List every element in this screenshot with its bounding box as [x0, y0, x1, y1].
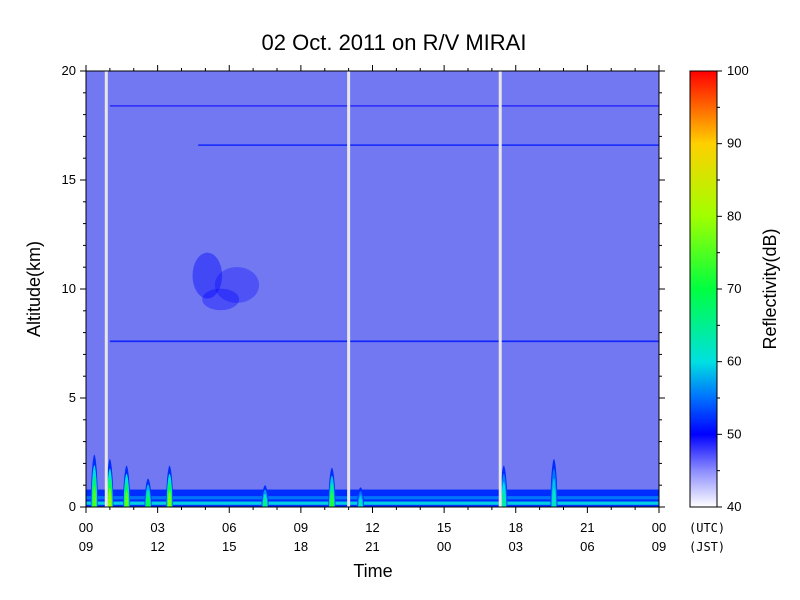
colorbar-tick-label: 80	[727, 208, 741, 223]
upper-cloud-echo	[202, 288, 240, 311]
colorbar-tick-label: 50	[727, 426, 741, 441]
precipitation-echo	[124, 490, 129, 507]
colorbar-ticks: 40 50 60 70 80 90 100	[717, 63, 749, 514]
x-tick-label-jst: 21	[365, 539, 379, 554]
x-tick-label-utc: 09	[294, 520, 308, 535]
x-tick-label-utc: 21	[580, 520, 594, 535]
x-tick-label-jst: 18	[294, 539, 308, 554]
y-tick-label: 10	[62, 281, 76, 296]
x-tick-label-jst: 09	[79, 539, 93, 554]
chart-title: 02 Oct. 2011 on R/V MIRAI	[262, 30, 527, 55]
x-axis: 00 09 03 12 06 15 09 18 12 21 15 00 18 03 21 06 00 09	[79, 65, 666, 554]
x-tick-label-utc: 15	[437, 520, 451, 535]
precipitation-echo	[263, 498, 267, 507]
jst-units-label: (JST)	[689, 540, 725, 554]
x-tick-label-jst: 09	[652, 539, 666, 554]
colorbar-label: Reflectivity(dB)	[760, 228, 780, 349]
x-tick-label-jst: 00	[437, 539, 451, 554]
y-axis: 0 5 10 15 20	[62, 63, 665, 514]
colorbar-gradient	[689, 70, 718, 508]
y-tick-label: 5	[69, 390, 76, 405]
data-gaps	[104, 71, 502, 507]
upper-cloud-echo	[192, 252, 223, 299]
y-tick-label: 20	[62, 63, 76, 78]
y-axis-label: Altitude(km)	[24, 241, 44, 337]
precipitation-echo	[146, 495, 150, 507]
background-echo	[86, 71, 659, 507]
x-tick-label-utc: 06	[222, 520, 236, 535]
x-tick-label-utc: 18	[509, 520, 523, 535]
x-axis-label: Time	[353, 561, 392, 581]
precipitation-echo	[552, 487, 556, 507]
colorbar-tick-label: 60	[727, 354, 741, 369]
y-tick-label: 15	[62, 172, 76, 187]
precipitation-echoes	[90, 454, 558, 507]
x-tick-label-utc: 00	[652, 520, 666, 535]
precipitation-echo	[108, 487, 112, 507]
colorbar-tick-label: 40	[727, 499, 741, 514]
precipitation-echo	[92, 486, 97, 507]
data-gap	[498, 71, 502, 507]
colorbar: 40 50 60 70 80 90 100 Reflectivity(dB)	[689, 63, 780, 514]
colorbar-tick-label: 90	[727, 136, 741, 151]
x-tick-label-utc: 00	[79, 520, 93, 535]
upper-cloud	[192, 252, 260, 311]
horizontal-bands	[109, 105, 659, 343]
x-tick-label-jst: 06	[580, 539, 594, 554]
precipitation-echo	[502, 490, 506, 507]
x-tick-label-jst: 15	[222, 539, 236, 554]
x-tick-label-jst: 12	[150, 539, 164, 554]
surface-layer	[86, 489, 659, 507]
x-tick-label-utc: 12	[365, 520, 379, 535]
y-tick-label: 0	[69, 499, 76, 514]
upper-cloud-echo	[214, 266, 260, 303]
precipitation-echo	[330, 491, 334, 507]
data-gap	[104, 71, 108, 507]
colorbar-tick-label: 100	[727, 63, 749, 78]
precipitation-echo	[167, 490, 172, 507]
x-tick-label-jst: 03	[509, 539, 523, 554]
data-gap	[347, 71, 351, 507]
x-tick-label-utc: 03	[150, 520, 164, 535]
plot-area	[86, 71, 659, 507]
colorbar-tick-label: 70	[727, 281, 741, 296]
utc-units-label: (UTC)	[689, 521, 725, 535]
precipitation-echo	[358, 499, 363, 507]
surface-echo-layer	[86, 501, 659, 505]
surface-echo-layer	[86, 496, 659, 500]
